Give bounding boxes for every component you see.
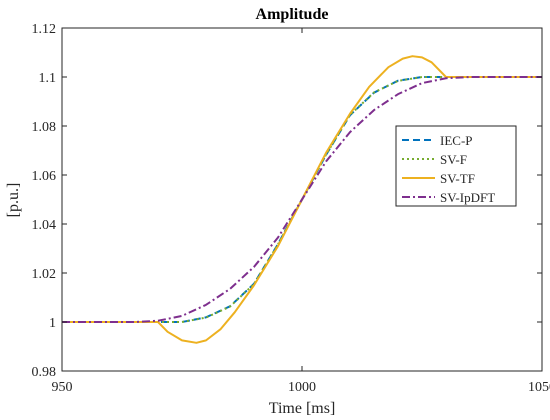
legend-label: SV-F (440, 152, 467, 167)
y-tick-label: 1.02 (32, 267, 57, 282)
y-tick-label: 1.1 (39, 71, 57, 86)
series-layer (62, 55, 542, 344)
x-tick-label: 1000 (288, 380, 316, 395)
chart-title: Amplitude (256, 6, 329, 23)
legend-label: SV-IpDFT (440, 190, 495, 205)
x-tick-label: 950 (52, 380, 73, 395)
y-tick-label: 1.08 (32, 120, 57, 135)
y-axis-label: [p.u.] (5, 183, 22, 218)
series-line-sv-ipdft (62, 76, 542, 323)
y-tick-label: 1.04 (32, 218, 57, 233)
y-tick-label: 1.06 (32, 169, 57, 184)
y-tick-label: 1.12 (32, 22, 57, 37)
legend-label: SV-TF (440, 171, 475, 186)
legend: IEC-P SV-F SV-TF SV-IpDFT (395, 125, 517, 207)
y-tick-label: 0.98 (32, 365, 57, 380)
legend-label: IEC-P (440, 133, 473, 148)
x-axis-label: Time [ms] (269, 400, 336, 417)
y-tick-label: 1 (49, 316, 56, 331)
